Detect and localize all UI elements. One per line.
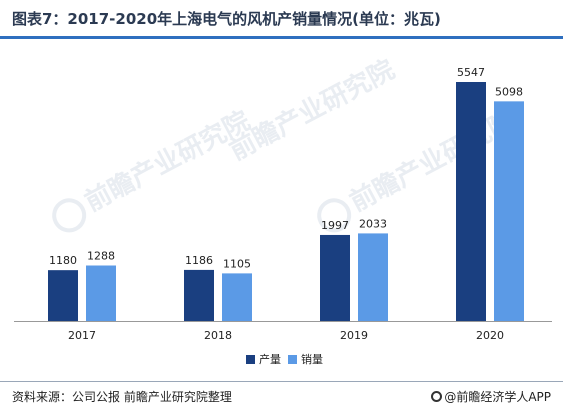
chart-title: 图表7：2017-2020年上海电气的风机产销量情况(单位：兆瓦) <box>12 10 441 28</box>
data-label: 1180 <box>49 254 77 267</box>
x-tick-label: 2020 <box>476 329 504 342</box>
bar-production <box>456 82 486 321</box>
legend-label: 产量 <box>259 352 281 366</box>
data-label: 1288 <box>87 250 115 263</box>
bar-production <box>48 270 78 321</box>
source-note: 资料来源：公司公报 前瞻产业研究院整理 <box>12 390 232 404</box>
data-label: 2033 <box>359 217 387 230</box>
title-divider <box>0 36 563 39</box>
bar-sales <box>222 273 252 321</box>
data-label: 1997 <box>321 219 349 232</box>
data-label: 1186 <box>185 254 213 267</box>
legend-label: 销量 <box>301 352 323 366</box>
brand-credit: @前瞻经济学人APP <box>431 388 551 405</box>
legend-swatch <box>288 355 297 364</box>
footer-divider <box>0 381 563 382</box>
legend-swatch <box>246 355 255 364</box>
data-label: 1105 <box>223 257 251 270</box>
bar-sales <box>86 265 116 321</box>
x-tick-label: 2017 <box>68 329 96 342</box>
x-tick-label: 2018 <box>204 329 232 342</box>
bar-sales <box>358 233 388 321</box>
bar-production <box>184 269 214 321</box>
bar-sales <box>494 101 524 322</box>
brand-text: @前瞻经济学人APP <box>444 390 551 404</box>
x-tick-label: 2019 <box>340 329 368 342</box>
data-label: 5547 <box>457 66 485 79</box>
brand-logo-icon <box>431 391 443 402</box>
bar-production <box>320 234 350 321</box>
data-label: 5098 <box>495 85 523 98</box>
